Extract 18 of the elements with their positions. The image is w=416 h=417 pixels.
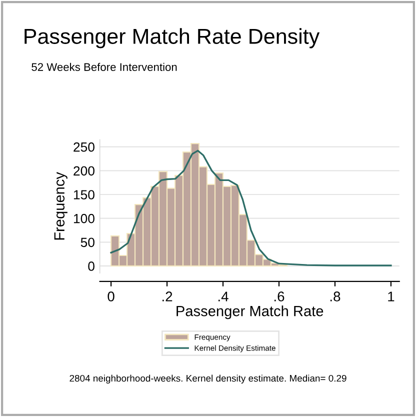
chart-title: Passenger Match Rate Density — [24, 28, 320, 48]
y-tick-label: 100 — [74, 214, 94, 224]
x-tick-label: 0 — [108, 292, 114, 302]
x-tick-label: .8 — [330, 292, 340, 302]
line-series — [110, 150, 392, 266]
x-tick-label: .6 — [274, 292, 284, 302]
y-tick-label: 200 — [74, 166, 94, 176]
x-axis-title: Passenger Match Rate — [176, 306, 324, 320]
y-tick-label: 0 — [88, 262, 94, 271]
x-tick-label: 1 — [388, 292, 394, 302]
text: 2804 neighborhood-weeks. Kernel density estimate. Median= 0.29 — [70, 374, 346, 384]
y-tick-label: 150 — [74, 190, 94, 200]
y-tick-label: 250 — [74, 142, 94, 152]
chart-subtitle: 52 Weeks Before Intervention — [32, 62, 177, 71]
y-tick-label: 50 — [80, 238, 94, 248]
x-tick-label: .4 — [218, 292, 228, 302]
x-tick-label: .2 — [162, 292, 172, 302]
y-axis-title: Frequency — [54, 172, 68, 240]
